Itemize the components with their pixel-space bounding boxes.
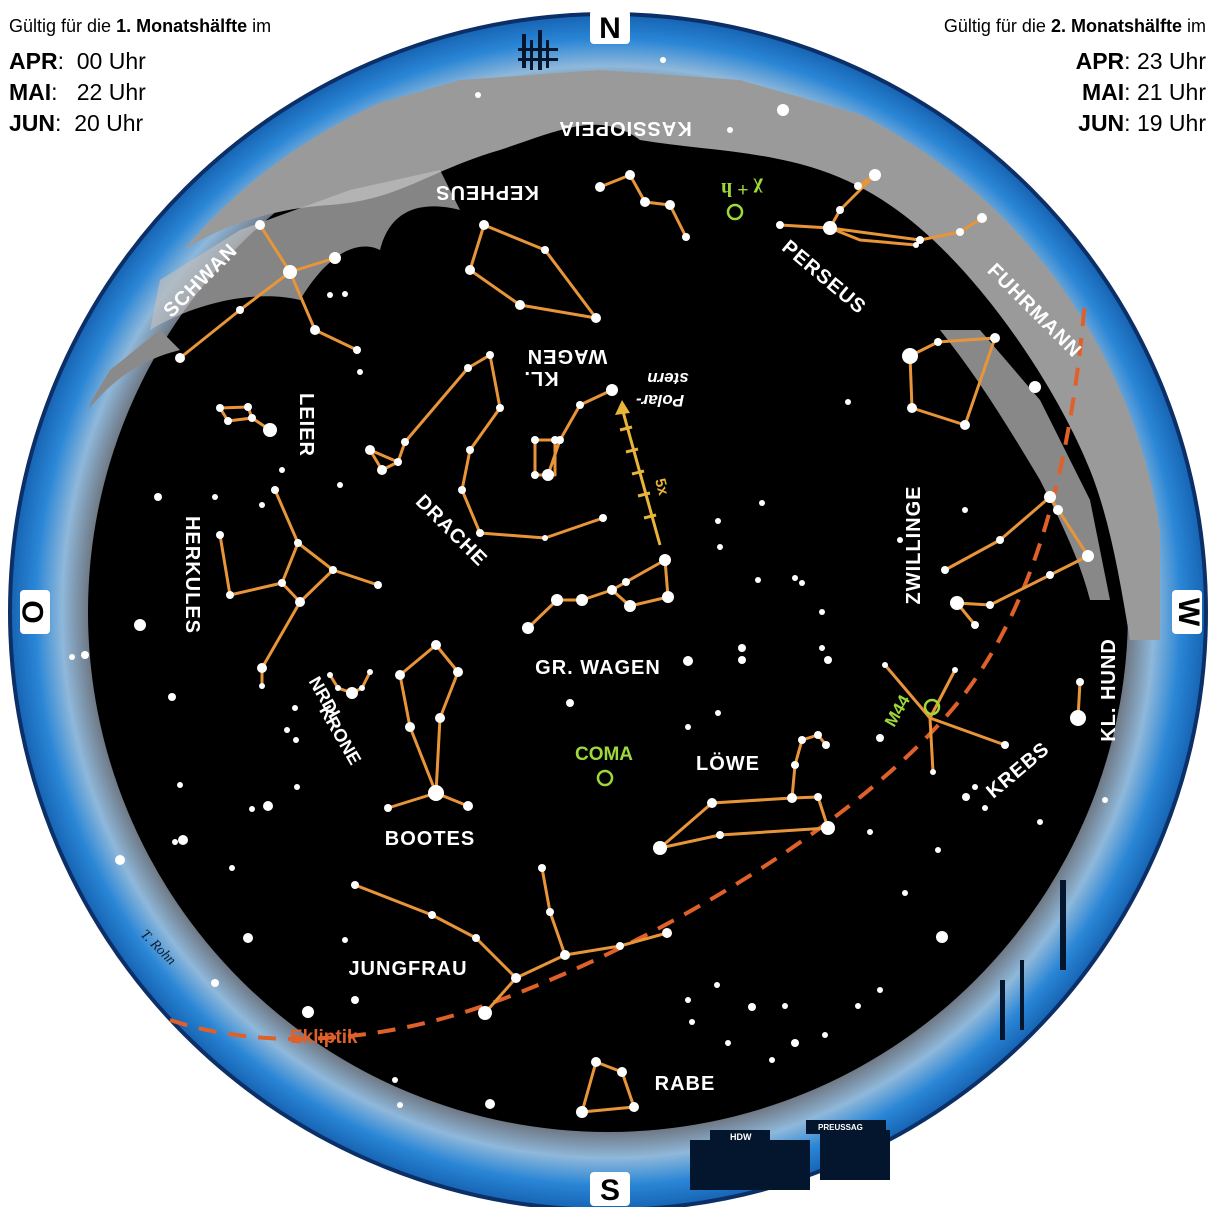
- time-value: 22 Uhr: [76, 79, 146, 105]
- herkules-lines-2: [218, 533, 300, 597]
- label-herkules: HERKULES: [181, 516, 203, 634]
- fuhrmann-lines: [908, 336, 997, 427]
- north-label: N: [599, 12, 621, 45]
- label-rabe: RABE: [655, 1073, 716, 1095]
- drache-head: [368, 448, 400, 464]
- ecliptic-label: Ekliptik: [290, 1027, 358, 1048]
- validity-first-half: Gültig für die 1. Monatshälfte im APR: 0…: [9, 14, 271, 139]
- west-marker: [1172, 590, 1202, 634]
- label-kassiopeia: KASSIOPEIA: [558, 117, 691, 139]
- heading-bold: 2. Monatshälfte: [1050, 16, 1182, 36]
- sky-core: [88, 92, 1128, 1132]
- hdw-label: HDW: [730, 1132, 752, 1142]
- heading-suffix: im: [1187, 16, 1206, 36]
- validity-first-half-heading: Gültig für die 1. Monatshälfte im: [9, 14, 271, 38]
- time-row: APR: 00 Uhr: [9, 48, 146, 74]
- compass: N S O W: [17, 10, 1205, 1207]
- polaris-pointer: 5x: [615, 400, 672, 546]
- label-gr-wagen: GR. WAGEN: [535, 657, 661, 679]
- time-row: JUN: 19 Uhr: [1078, 110, 1206, 136]
- time-row: APR: 23 Uhr: [1075, 48, 1206, 74]
- time-row: MAI: 22 Uhr: [9, 79, 146, 105]
- label-kepheus: KEPHEUS: [435, 181, 539, 203]
- time-value: 21 Uhr: [1136, 79, 1206, 105]
- label-polarstern-1: Polar-: [636, 391, 685, 410]
- milky-way: [80, 70, 1160, 640]
- krebs-lines-2: [928, 716, 1007, 747]
- perseus-lines-1: [778, 173, 877, 230]
- south-marker: [590, 1172, 630, 1206]
- perseus-lines-3: [828, 226, 918, 247]
- harbour-cranes: HDW PREUSSAG: [690, 1120, 890, 1190]
- herkules-lines-1: [273, 488, 380, 587]
- chi-h-marker: [726, 203, 744, 221]
- label-bootes: BOOTES: [385, 828, 475, 850]
- month-label: APR: [1075, 48, 1125, 74]
- label-kl-wagen-1: KL.: [523, 367, 558, 389]
- west-label: W: [1172, 598, 1205, 627]
- schwan-lines-2: [178, 256, 337, 360]
- label-leier: LEIER: [295, 393, 317, 457]
- south-label: S: [600, 1174, 620, 1207]
- month-label: JUN: [1078, 110, 1125, 136]
- time-row: MAI: 21 Uhr: [1082, 79, 1206, 105]
- east-marker: [20, 590, 50, 634]
- perseus-lines-2: [828, 216, 984, 242]
- coma-label: COMA: [575, 744, 633, 765]
- east-label: O: [17, 600, 50, 623]
- chi-h-label: χ + h: [721, 178, 764, 200]
- pointer-label: 5x: [651, 477, 672, 498]
- ecliptic-line: [169, 299, 1087, 1041]
- north-marker: [590, 10, 630, 44]
- heading-prefix: Gültig für die: [943, 16, 1046, 36]
- month-label: MAI: [9, 79, 52, 105]
- validity-second-half: Gültig für die 2. Monatshälfte im APR: 2…: [944, 14, 1206, 139]
- jungfrau-lines-2: [514, 931, 669, 980]
- label-polarstern-2: stern: [647, 369, 689, 388]
- schwan-lines-1: [258, 223, 359, 352]
- label-kl-hund: KL. HUND: [1098, 638, 1120, 742]
- label-loewe: LÖWE: [696, 752, 760, 775]
- validity-second-half-heading: Gültig für die 2. Monatshälfte im: [944, 14, 1206, 38]
- label-jungfrau: JUNGFRAU: [348, 958, 467, 980]
- time-value: 19 Uhr: [1136, 110, 1206, 136]
- time-value: 23 Uhr: [1136, 48, 1206, 74]
- time-value: 20 Uhr: [74, 110, 144, 136]
- label-kl-wagen-2: WAGEN: [527, 345, 608, 367]
- heading-suffix: im: [252, 16, 272, 36]
- month-label: APR: [9, 48, 58, 74]
- preussag-label: PREUSSAG: [818, 1123, 863, 1132]
- coma-marker: [596, 769, 614, 787]
- label-zwillinge: ZWILLINGE: [903, 486, 925, 605]
- time-value: 00 Uhr: [76, 48, 146, 74]
- kepheus-lines: [468, 223, 598, 320]
- krebs-lines-3: [928, 668, 957, 720]
- heading-bold: 1. Monatshälfte: [116, 16, 248, 36]
- month-label: JUN: [9, 110, 56, 136]
- month-label: MAI: [1082, 79, 1125, 105]
- time-row: JUN: 20 Uhr: [9, 110, 144, 136]
- horizon-skyline: [518, 30, 1066, 1040]
- stars: [69, 57, 1108, 1118]
- heading-prefix: Gültig für die: [9, 16, 112, 36]
- m44-marker: [923, 698, 941, 716]
